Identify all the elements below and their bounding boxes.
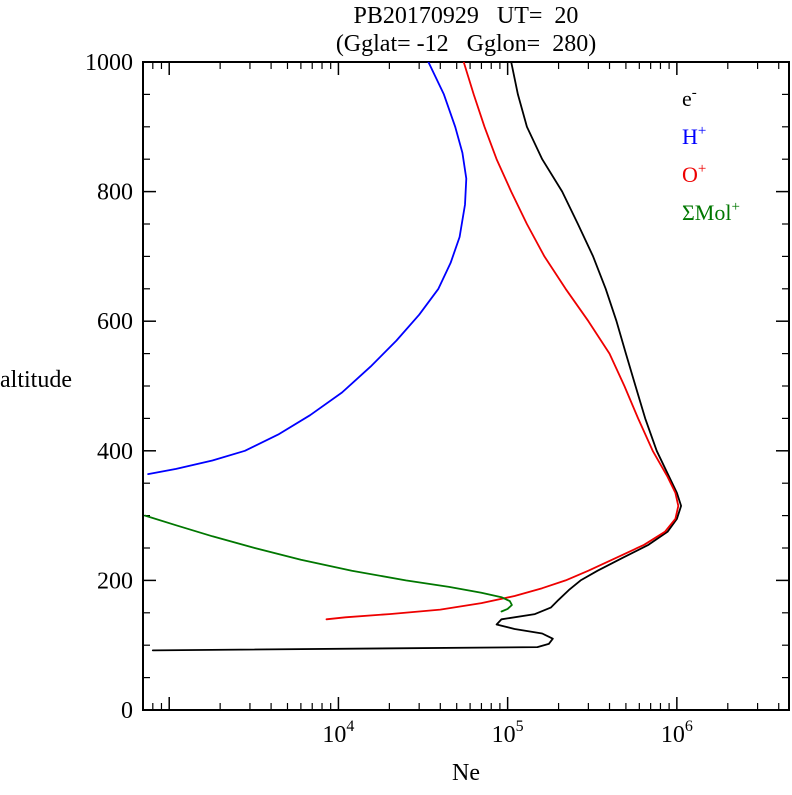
y-axis-tick-label: 200 [97, 568, 133, 594]
series-group [144, 62, 682, 652]
x-axis-tick-label: 106 [661, 718, 693, 748]
y-axis-tick-label: 800 [97, 180, 133, 206]
chart-subtitle: (Gglat= -12 Gglon= 280) [335, 31, 597, 57]
x-axis-tick-label: 105 [492, 718, 524, 748]
y-axis-tick-label: 600 [97, 309, 133, 335]
y-axis-label: altitude [0, 367, 72, 393]
x-axis-tick-label: 104 [322, 718, 354, 748]
y-axis-tick-label: 0 [121, 698, 133, 724]
y-axis-tick-label: 400 [97, 439, 133, 465]
series-line-e- [151, 62, 682, 652]
plot-frame [142, 61, 790, 711]
legend-entry-H+: H+ [682, 123, 706, 149]
chart-title: PB20170929 UT= 20 [353, 3, 579, 29]
series-line-O+ [325, 62, 680, 621]
series-line-H+ [147, 62, 468, 475]
legend-entry-SMol+: ΣMol+ [682, 199, 740, 225]
series-line-SMol+ [144, 514, 513, 613]
y-axis-tick-label: 1000 [85, 50, 133, 76]
x-axis-label: Ne [452, 760, 480, 786]
legend-entry-O+: O+ [682, 161, 706, 187]
legend-entry-e-: e- [682, 85, 697, 111]
